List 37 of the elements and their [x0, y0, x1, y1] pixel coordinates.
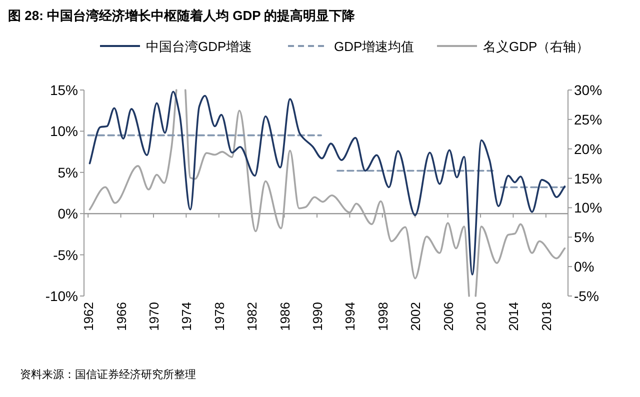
- legend-label: 中国台湾GDP增速: [146, 39, 252, 54]
- x-tick-label: 1990: [310, 302, 326, 331]
- x-tick-label: 1986: [277, 302, 292, 331]
- y2-tick-label: 30%: [574, 82, 602, 98]
- y2-tick-label: 0%: [574, 258, 594, 275]
- x-tick-label: 1962: [81, 302, 96, 331]
- legend-label: 名义GDP（右轴）: [483, 39, 590, 54]
- x-tick-label: 1982: [244, 302, 260, 331]
- x-tick-label: 1998: [375, 302, 390, 331]
- y-tick-label: 0%: [58, 206, 78, 222]
- line-series: [474, 223, 566, 297]
- y2-tick-label: -5%: [574, 288, 599, 304]
- x-tick-label: 1970: [146, 302, 162, 331]
- y-tick-label: -10%: [45, 288, 78, 304]
- y-tick-label: 5%: [58, 164, 78, 180]
- chart-title: 图 28: 中国台湾经济增长中枢随着人均 GDP 的提高明显下降: [8, 8, 356, 23]
- x-tick-label: 2002: [408, 302, 424, 331]
- x-tick-label: 2006: [440, 302, 456, 331]
- text: 资料来源：国信证券经济研究所整理: [20, 368, 196, 381]
- y2-tick-label: 25%: [574, 111, 602, 128]
- line-series: [88, 90, 566, 276]
- x-tick-label: 1994: [342, 302, 358, 331]
- x-tick-label: 2014: [506, 302, 522, 331]
- y-tick-label: -5%: [53, 246, 78, 263]
- y2-tick-label: 5%: [574, 229, 594, 246]
- x-tick-label: 2018: [538, 302, 554, 331]
- y2-tick-label: 20%: [574, 140, 602, 157]
- legend-label: GDP增速均值: [334, 39, 414, 54]
- y-tick-label: 15%: [50, 82, 78, 98]
- y-tick-label: 10%: [50, 123, 78, 140]
- x-tick-label: 1978: [212, 302, 227, 331]
- x-tick-label: 1974: [179, 302, 194, 331]
- line-series: [88, 89, 178, 210]
- y2-tick-label: 15%: [574, 170, 602, 186]
- x-tick-label: 2010: [474, 302, 489, 331]
- y2-tick-label: 10%: [574, 200, 602, 216]
- x-tick-label: 1966: [114, 302, 129, 331]
